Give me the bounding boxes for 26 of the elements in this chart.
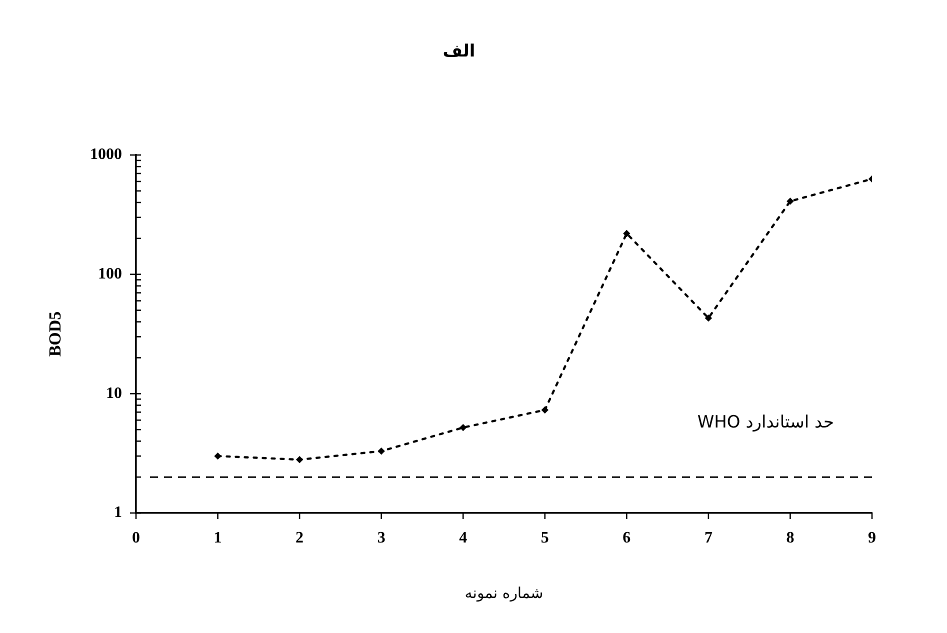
y-axis-title: BOD5 — [46, 311, 65, 357]
x-tick-label: 0 — [132, 530, 140, 547]
x-tick-label: 4 — [459, 530, 468, 547]
point — [296, 456, 304, 464]
point — [704, 314, 712, 322]
x-tick-label: 8 — [786, 530, 794, 547]
point — [378, 448, 385, 455]
point — [786, 198, 794, 205]
point — [460, 424, 467, 432]
x-tick-label: 5 — [540, 530, 549, 547]
x-tick-label: 1 — [214, 530, 222, 547]
x-tick-label: 9 — [868, 530, 876, 547]
x-tick-label: 6 — [622, 530, 631, 547]
x-axis-title: شماره نمونه — [464, 584, 544, 602]
y-tick-label: 10 — [106, 384, 122, 402]
chart-title: الف — [442, 42, 476, 62]
x-tick-label: 2 — [296, 530, 304, 547]
point — [541, 406, 548, 414]
y-tick-label: 100 — [98, 265, 122, 282]
point — [214, 452, 222, 460]
ref-line-label: حد استاندارد WHO — [697, 412, 834, 432]
y-tick-label: 1000 — [90, 146, 122, 164]
x-tick-label: 7 — [704, 530, 712, 547]
y-tick-label: 1 — [114, 504, 122, 522]
point — [623, 230, 630, 238]
x-tick-label: 3 — [377, 530, 386, 547]
